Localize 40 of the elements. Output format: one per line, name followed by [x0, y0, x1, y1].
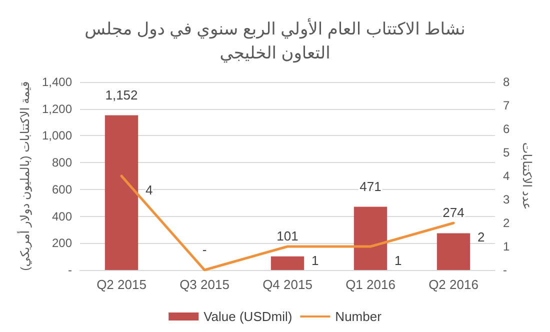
- y-tick-label: 600: [52, 182, 72, 196]
- legend-label: Number: [335, 309, 382, 324]
- data-label: 1: [394, 253, 402, 268]
- y-tick-label: 400: [52, 209, 72, 224]
- data-label: 2: [478, 230, 485, 244]
- y2-tick-label: 2: [503, 216, 510, 230]
- data-label: 1: [312, 253, 319, 268]
- y2-tick-label: 1: [503, 240, 510, 254]
- y2-tick-label: 4: [503, 169, 510, 183]
- x-tick-label: Q4 2015: [262, 277, 312, 292]
- y2-tick-label: -: [503, 263, 507, 277]
- data-label: 471: [360, 178, 382, 194]
- data-label: 101: [276, 228, 298, 244]
- data-label: -: [202, 242, 207, 257]
- y-tick-label: 1,200: [42, 102, 72, 116]
- data-label: 4: [146, 182, 153, 198]
- y2-axis-title: عدد الاكتتابات: [520, 142, 534, 210]
- chart-title: نشاط الاكتتاب العام الأولي الربع سنوي في دول مجلس التعاون الخليجي: [84, 18, 466, 64]
- y2-tick-label: 3: [503, 192, 510, 206]
- x-tick-label: Q3 2015: [180, 277, 230, 292]
- y2-tick-label: 5: [503, 146, 510, 160]
- y2-tick-label: 6: [503, 122, 510, 136]
- x-tick-label: Q1 2016: [346, 277, 396, 292]
- bar: [354, 206, 388, 270]
- bar: [436, 233, 470, 270]
- x-tick-label: Q2 2015: [96, 277, 146, 292]
- legend-label: Value (USDmil): [204, 309, 292, 324]
- y-tick-label: 800: [52, 156, 72, 170]
- y-tick-label: 1,000: [42, 128, 72, 143]
- data-label: 1,152: [105, 87, 138, 102]
- y-axis-title: قيمة الاكتتابات (بالمليون دولار أمريكي): [17, 81, 32, 271]
- data-label: 274: [442, 205, 464, 220]
- bar: [270, 256, 304, 270]
- y-tick-label: 1,400: [42, 75, 72, 89]
- y2-tick-label: 8: [503, 75, 510, 89]
- y2-tick-label: 7: [503, 98, 510, 112]
- bar: [104, 115, 138, 270]
- x-tick-label: Q2 2016: [428, 277, 478, 292]
- y-tick-label: -: [68, 263, 72, 277]
- y-tick-label: 200: [52, 236, 72, 250]
